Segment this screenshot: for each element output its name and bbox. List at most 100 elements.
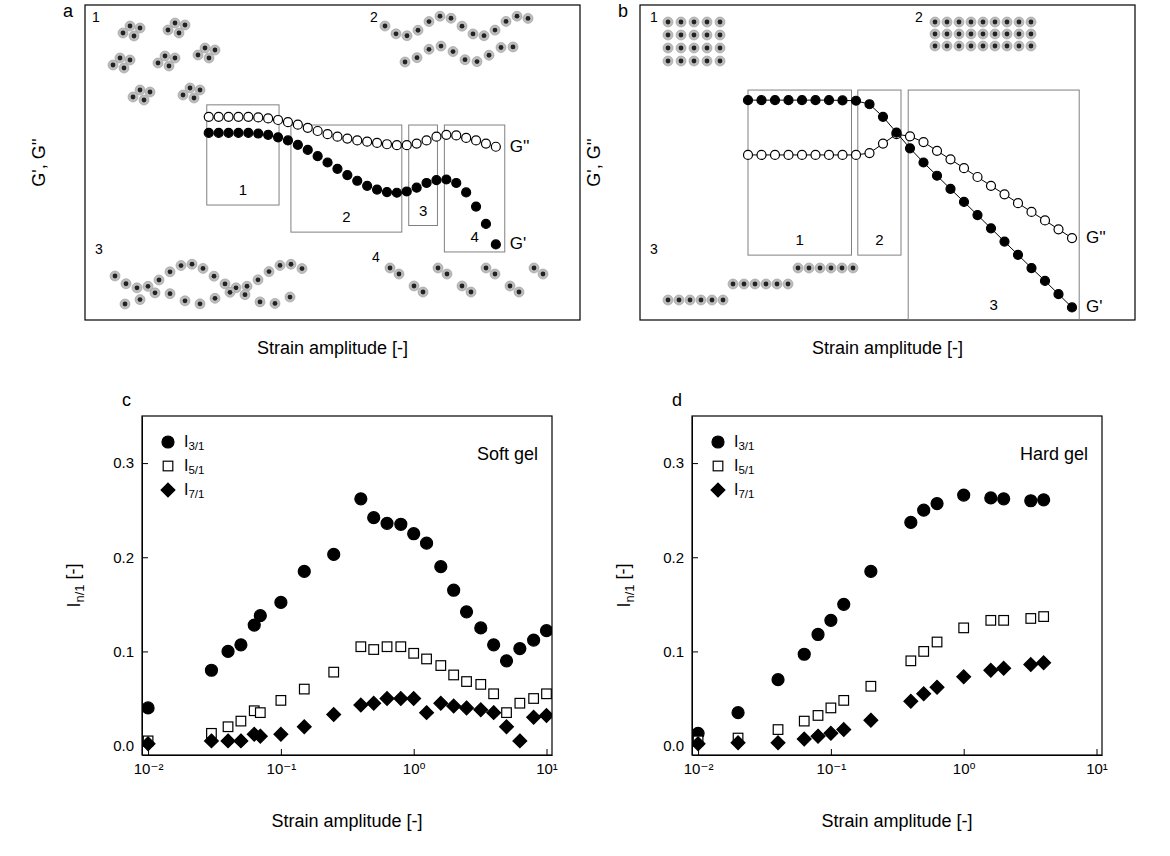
particle-core: [273, 301, 278, 306]
data-point: [313, 127, 322, 136]
x-tick-label: 10⁻²: [684, 760, 714, 777]
data-point: [436, 661, 446, 671]
particle-shell: [523, 13, 533, 23]
data-point: [363, 181, 372, 190]
particle-core: [710, 298, 715, 303]
x-axis: 10⁻²10⁻¹10⁰10¹: [134, 749, 558, 777]
data-point: [449, 670, 459, 680]
data-point: [931, 498, 943, 510]
particle-shell: [663, 295, 673, 305]
data-point: [838, 96, 847, 105]
particle-core: [196, 53, 201, 58]
particle-shell: [966, 29, 976, 39]
data-point: [865, 100, 874, 109]
data-point: [946, 184, 955, 193]
data-point: [234, 112, 243, 121]
y-axis: 0.00.10.20.3: [663, 417, 698, 756]
data-point: [224, 112, 233, 121]
data-point: [826, 703, 836, 713]
y-tick-label: 0.1: [113, 643, 134, 660]
x-tick: 10¹: [536, 749, 558, 777]
data-point: [275, 596, 287, 608]
particle-core: [969, 44, 974, 49]
data-point: [408, 528, 420, 540]
data-point: [960, 164, 969, 173]
particle-shell: [1014, 41, 1024, 51]
particle-shell: [702, 30, 712, 40]
particle-shell: [663, 43, 673, 53]
data-point: [422, 178, 431, 187]
data-point: [274, 115, 283, 124]
particle-shell: [1002, 17, 1012, 27]
data-point: [254, 113, 263, 122]
data-point: [542, 689, 552, 699]
x-tick-mark: [964, 749, 965, 755]
x-axis-line: [693, 755, 1103, 756]
x-tick: 10⁰: [403, 749, 426, 777]
particle-core: [933, 20, 938, 25]
data-point: [731, 736, 745, 750]
particle-shell: [163, 25, 173, 35]
particle-core: [111, 63, 116, 68]
particle-core: [532, 266, 537, 271]
particle-core: [421, 290, 426, 295]
particle-core: [526, 16, 531, 21]
data-point: [825, 150, 834, 159]
data-point: [333, 132, 342, 141]
data-point: [328, 548, 340, 560]
particle-shell: [761, 279, 771, 289]
particle-core: [449, 16, 454, 21]
data-point: [986, 616, 996, 626]
y-tick-mark: [142, 557, 148, 558]
particle-core: [153, 290, 158, 295]
particle-core: [742, 282, 747, 287]
particle-shell: [174, 28, 184, 38]
illustration-label: 2: [370, 9, 378, 25]
particle-shell: [676, 30, 686, 40]
particle-core: [463, 57, 468, 62]
particle-shell: [663, 30, 673, 40]
data-point: [489, 689, 499, 699]
particle-core: [223, 281, 228, 286]
particle-shell: [189, 93, 199, 103]
particle-core: [300, 266, 305, 271]
particle-shell: [180, 296, 190, 306]
data-point: [491, 142, 500, 151]
particle-shell: [446, 13, 456, 23]
data-point: [500, 720, 514, 734]
data-point: [997, 661, 1011, 675]
legend-label: I5/1: [734, 457, 754, 476]
legend-label: I3/1: [184, 433, 204, 452]
particle-shell: [942, 17, 952, 27]
particle-shell: [424, 17, 434, 27]
y-tick-mark: [692, 557, 698, 558]
particle-core: [288, 295, 293, 300]
data-point: [1027, 264, 1036, 273]
particle-shell: [225, 287, 235, 297]
particle-core: [705, 33, 710, 38]
particle-shell: [750, 279, 760, 289]
particle-core: [1005, 20, 1010, 25]
y-tick-label: 0.3: [663, 454, 684, 471]
data-point: [1037, 656, 1051, 670]
data-point: [919, 158, 928, 167]
data-point: [234, 128, 243, 137]
data-point: [214, 112, 223, 121]
illustration: 3: [95, 241, 307, 309]
y-tick: 0.1: [113, 643, 148, 660]
y-tick-mark: [142, 651, 148, 652]
illustration: 2: [370, 9, 533, 67]
data-point: [355, 493, 367, 505]
particle-shell: [481, 263, 491, 273]
particle-core: [190, 262, 195, 267]
particle-core: [388, 266, 393, 271]
particle-core: [679, 46, 684, 51]
particle-shell: [413, 25, 423, 35]
region-label: 3: [419, 202, 427, 219]
particle-shell: [253, 275, 263, 285]
plot-data: [692, 489, 1051, 750]
particle-shell: [135, 295, 145, 305]
particle-shell: [676, 17, 686, 27]
particle-core: [203, 46, 208, 51]
y-axis-title: In/1 [-]: [612, 563, 636, 607]
